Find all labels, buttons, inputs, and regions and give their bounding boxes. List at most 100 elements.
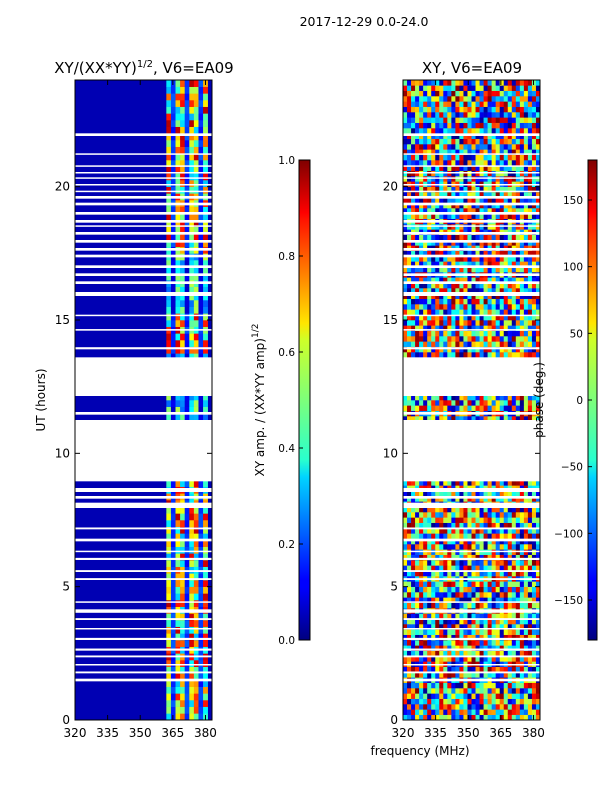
phase-cell	[527, 394, 533, 401]
phase-cell	[527, 325, 533, 331]
phase-cell	[527, 304, 533, 310]
amplitude-cell	[170, 533, 176, 541]
amplitude-cell	[203, 186, 208, 194]
amplitude-cell	[166, 686, 172, 694]
phase-cell	[479, 320, 484, 326]
phase-cell	[515, 698, 521, 705]
amplitude-cell	[175, 613, 181, 621]
phase-cell	[447, 704, 452, 710]
phase-cell	[447, 602, 452, 609]
amplitude-cell	[175, 313, 181, 321]
phase-cell	[407, 192, 412, 198]
phase-cell	[427, 133, 432, 139]
phase-cell	[423, 208, 428, 214]
amplitude-cell	[175, 273, 181, 281]
phase-cell	[459, 565, 464, 571]
phase-cell	[407, 565, 412, 571]
phase-cell	[503, 565, 509, 571]
phase-cell	[535, 570, 541, 577]
phase-cell	[427, 544, 432, 550]
phase-cell	[471, 160, 476, 166]
phase-cell	[419, 117, 424, 123]
phase-cell	[415, 554, 420, 561]
amplitude-cell	[189, 620, 195, 627]
phase-cell	[451, 282, 456, 289]
phase-cell	[495, 688, 501, 694]
amplitude-cell	[180, 593, 185, 601]
phase-cell	[431, 325, 436, 331]
phase-cell	[407, 634, 412, 641]
phase-cell	[463, 314, 468, 321]
phase-cell	[519, 208, 525, 214]
phase-cell	[439, 618, 444, 625]
phase-cell	[411, 581, 416, 587]
phase-cell	[475, 325, 480, 331]
phase-cell	[427, 282, 432, 289]
flagged-row	[75, 212, 212, 215]
amplitude-cell	[198, 660, 204, 667]
phase-cell	[483, 629, 488, 635]
phase-cell	[467, 352, 472, 358]
phase-cell	[411, 160, 416, 166]
phase-cell	[407, 208, 412, 214]
phase-cell	[459, 688, 464, 694]
amplitude-cell	[166, 540, 172, 547]
phase-cell	[487, 256, 492, 262]
phase-cell	[487, 122, 492, 129]
phase-cell	[443, 288, 448, 294]
phase-cell	[523, 698, 529, 705]
amplitude-cell	[184, 640, 190, 647]
amplitude-cell	[189, 520, 195, 527]
phase-cell	[427, 560, 432, 566]
amplitude-cell	[170, 400, 176, 407]
phase-cell	[439, 640, 444, 646]
phase-cell	[467, 618, 472, 625]
phase-cell	[531, 560, 537, 566]
phase-cell	[499, 320, 505, 326]
phase-cell	[527, 405, 533, 411]
x-tick-label: 350	[129, 726, 152, 740]
phase-cell	[507, 144, 513, 150]
phase-cell	[475, 154, 480, 161]
amplitude-cell	[193, 620, 199, 627]
phase-cell	[519, 656, 525, 662]
phase-cell	[515, 645, 521, 651]
phase-cell	[459, 405, 464, 411]
phase-cell	[423, 352, 428, 358]
phase-cell	[407, 544, 412, 550]
phase-cell	[479, 624, 484, 630]
amplitude-cell	[184, 686, 190, 694]
phase-cell	[423, 325, 428, 331]
phase-cell	[463, 650, 468, 657]
amplitude-cell	[198, 320, 204, 327]
phase-cell	[411, 117, 416, 123]
phase-cell	[471, 565, 476, 571]
amplitude-cell	[180, 306, 185, 314]
phase-cell	[515, 656, 521, 662]
phase-cell	[491, 666, 496, 673]
amplitude-cell	[180, 133, 185, 141]
phase-cell	[403, 336, 408, 342]
amplitude-cell	[180, 233, 185, 241]
phase-cell	[455, 106, 460, 113]
amplitude-cell	[175, 266, 181, 274]
amplitude-cell	[198, 313, 204, 321]
phase-cell	[455, 709, 460, 715]
phase-cell	[419, 341, 424, 347]
phase-cell	[535, 282, 541, 289]
phase-cell	[451, 90, 456, 97]
phase-cell	[535, 309, 541, 315]
phase-cell	[487, 634, 492, 641]
phase-cell	[423, 624, 428, 630]
phase-cell	[531, 618, 537, 625]
amplitude-cell	[166, 240, 172, 247]
phase-cell	[527, 208, 533, 214]
phase-cell	[407, 586, 412, 593]
phase-cell	[511, 293, 517, 299]
phase-cell	[519, 117, 525, 123]
phase-cell	[467, 629, 472, 635]
amplitude-cell	[193, 153, 199, 161]
phase-cell	[415, 112, 420, 118]
phase-cell	[515, 533, 521, 539]
phase-cell	[495, 90, 501, 97]
